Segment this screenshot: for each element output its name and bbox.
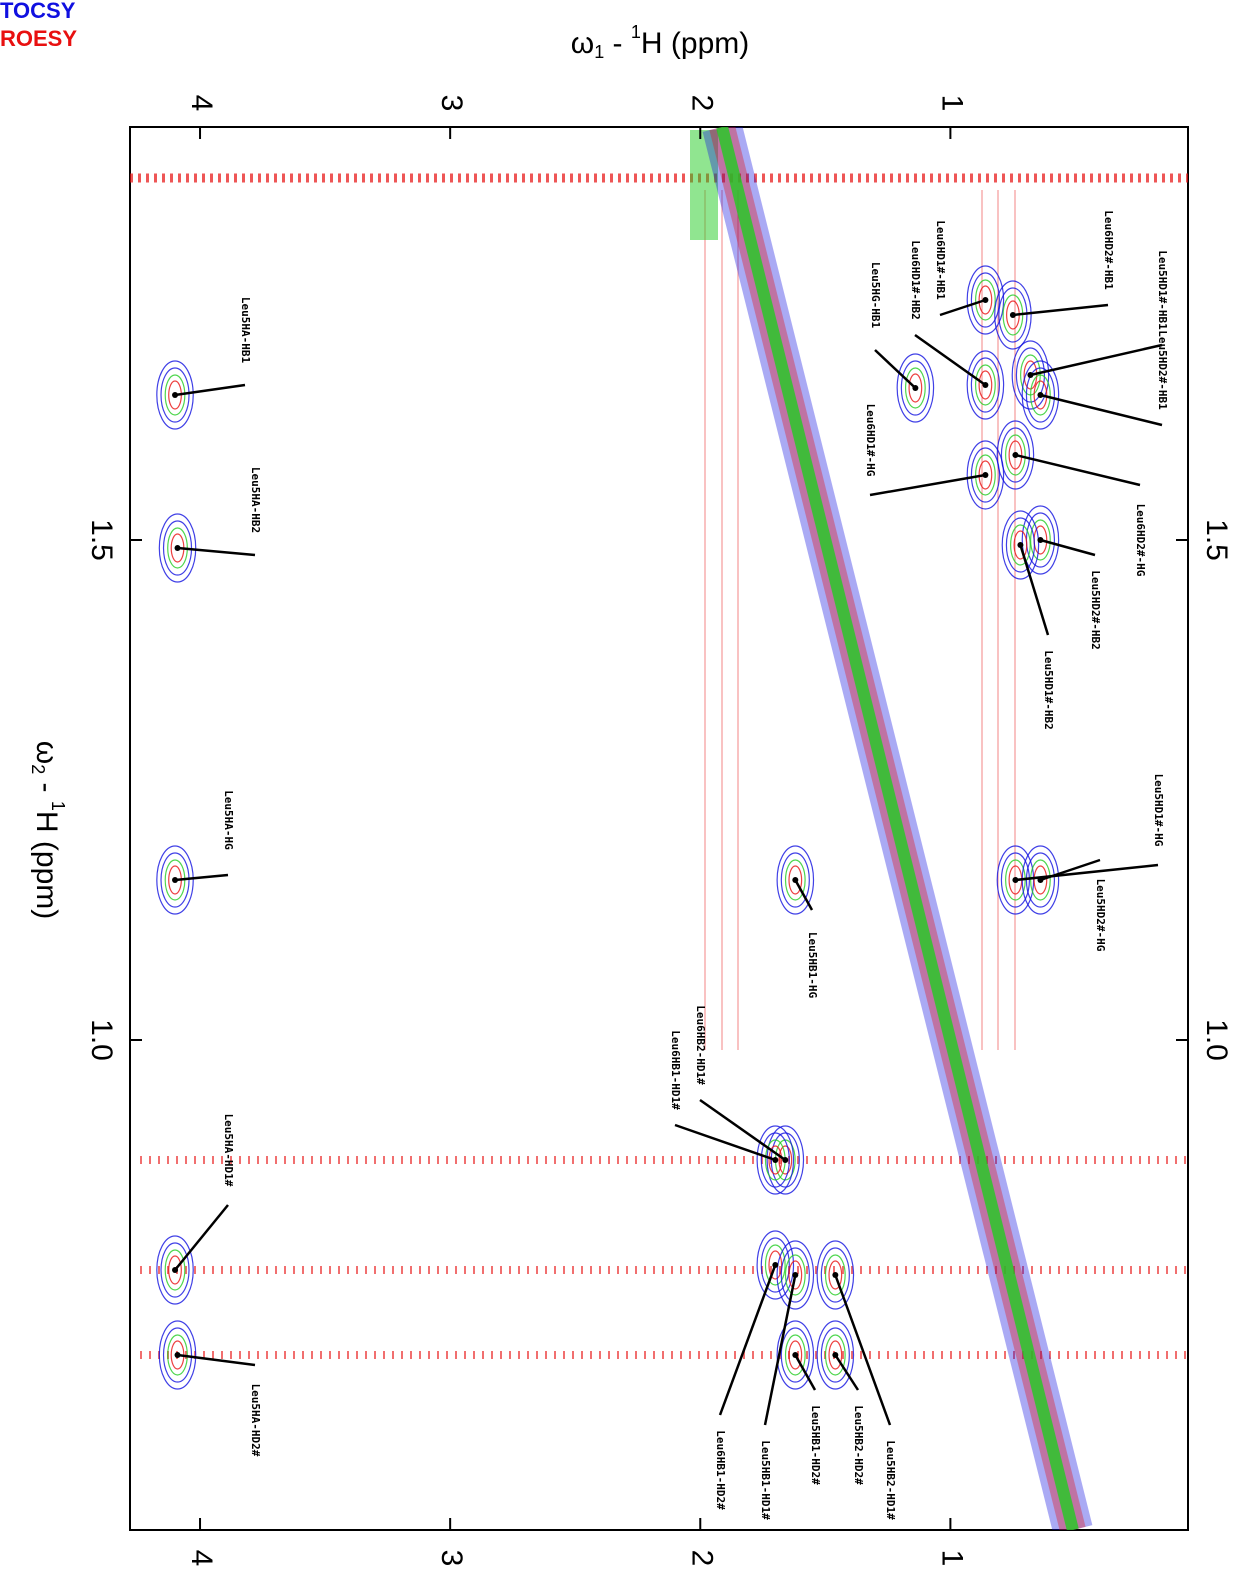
axis-title-part: H (ppm) <box>30 811 63 919</box>
peak <box>172 1267 178 1273</box>
axis-title-part: 1 <box>594 42 604 62</box>
peak <box>1027 372 1033 378</box>
peak <box>1012 452 1018 458</box>
peak-label: Leu5HD2#-HB2 <box>1089 570 1102 649</box>
peak-label: Leu6HB1-HD2# <box>714 1430 727 1510</box>
legend-entry: TOCSY <box>0 0 76 23</box>
axis-title: ω2 - 1H (ppm) <box>28 741 68 919</box>
y-tick-label: 1.5 <box>1200 519 1233 561</box>
x-tick-label: 1 <box>935 1550 968 1567</box>
peak-label: Leu5HA-HD1# <box>222 1114 235 1187</box>
x-tick-label: 3 <box>435 95 468 112</box>
peak-label: Leu6HD1#-HB1 <box>934 220 947 300</box>
peak-label: Leu5HA-HB2 <box>249 467 262 533</box>
peak-label: Leu6HD2#-HB1 <box>1102 210 1115 290</box>
x-tick-label: 3 <box>435 1550 468 1567</box>
axis-title-part: 1 <box>631 22 641 42</box>
x-tick-label: 1 <box>935 95 968 112</box>
peak <box>772 1157 778 1163</box>
peak-label: Leu6HB2-HD1# <box>694 1005 707 1085</box>
peak <box>1017 542 1023 548</box>
peak <box>1012 877 1018 883</box>
peak <box>792 1352 798 1358</box>
axis-title-part: 2 <box>28 764 48 774</box>
x-tick-label: 2 <box>685 1550 718 1567</box>
peak <box>782 1157 788 1163</box>
peak <box>172 877 178 883</box>
peak-label: Leu5HA-HD2# <box>249 1384 262 1457</box>
peak <box>912 385 918 391</box>
peak <box>1037 537 1043 543</box>
peak <box>175 1352 181 1358</box>
axis-title-part: ω <box>30 741 63 764</box>
peak-label: Leu6HB1-HD1# <box>669 1030 682 1110</box>
peak-label: Leu5HB1-HD1# <box>759 1440 772 1520</box>
axis-title-part: 1 <box>48 801 68 811</box>
peak-label: Leu6HD2#-HG <box>1134 504 1147 577</box>
peak <box>982 297 988 303</box>
peak <box>792 877 798 883</box>
peak-label: Leu5HA-HG <box>222 790 235 850</box>
peak-label: Leu5HD2#-HG <box>1094 879 1107 952</box>
x-tick-label: 4 <box>185 95 218 112</box>
x-tick-label: 4 <box>185 1550 218 1567</box>
peak-label: Leu5HA-HB1 <box>239 297 252 364</box>
legend-entry: ROESY <box>0 26 77 51</box>
axis-title-part: - <box>604 27 631 60</box>
peak <box>1010 312 1016 318</box>
y-tick-label: 1.0 <box>1200 1019 1233 1061</box>
peak <box>982 382 988 388</box>
x-tick-label: 2 <box>685 95 718 112</box>
y-tick-label: 1.0 <box>85 1019 118 1061</box>
chart: Leu5HA-HB1 Leu5HA-HB2 Leu5HA-HG Leu5HA-HD1#… <box>0 0 1247 1581</box>
peak-label: Leu5HB1-HD2# <box>809 1405 822 1485</box>
peak-label: Leu5HD1#-HG <box>1152 774 1165 847</box>
peak <box>792 1272 798 1278</box>
peak-label: Leu5HD1#-HB2 <box>1042 650 1055 729</box>
peak <box>1037 877 1043 883</box>
peak-label: Leu5HD2#-HB1 <box>1156 330 1169 410</box>
peak <box>982 472 988 478</box>
peak <box>175 545 181 551</box>
peak <box>1037 392 1043 398</box>
peak-label: Leu5HG-HB1 <box>869 262 882 329</box>
y-tick-label: 1.5 <box>85 519 118 561</box>
axis-title-part: H (ppm) <box>641 27 749 60</box>
peak-label: Leu5HB2-HD1# <box>884 1440 897 1520</box>
peak-label: Leu5HB2-HD2# <box>852 1405 865 1485</box>
peak-label: Leu6HD1#-HB2 <box>909 240 922 319</box>
peak-label: Leu5HB1-HG <box>806 932 819 999</box>
axis-title-part: - <box>30 774 63 801</box>
peak <box>832 1352 838 1358</box>
peak <box>832 1272 838 1278</box>
peak-label: Leu6HD1#-HG <box>864 404 877 477</box>
peak <box>772 1262 778 1268</box>
peak-label: Leu5HD1#-HB1 <box>1156 250 1169 330</box>
peak <box>172 392 178 398</box>
axis-title-part: ω <box>571 27 594 60</box>
axis-title: ω1 - 1H (ppm) <box>571 22 749 62</box>
